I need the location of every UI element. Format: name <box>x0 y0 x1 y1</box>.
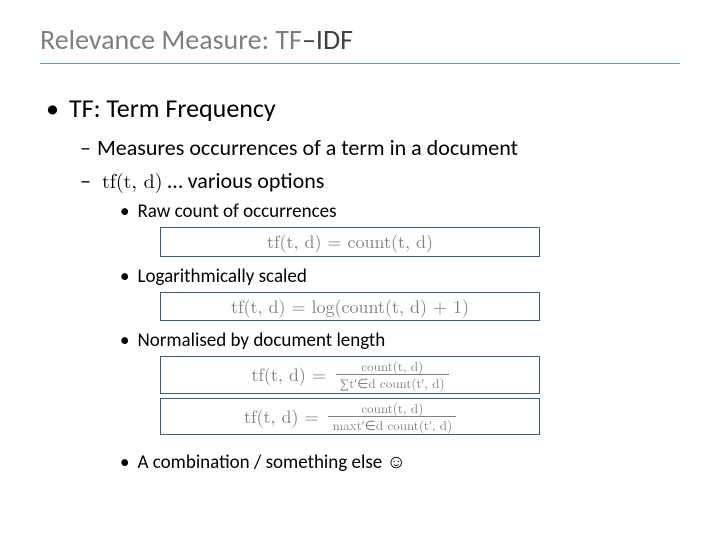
title-text: Relevance Measure: TF <box>40 22 302 57</box>
item-log-text: Logarithmically scaled <box>137 265 306 288</box>
bullet-icon: • <box>120 329 129 352</box>
formula-norm-sum: tf(t, d) = count(t, d) ∑t′∈d count(t′, d… <box>160 356 540 394</box>
heading-text: TF: Term Frequency <box>69 92 276 124</box>
item-raw-text: Raw count of occurrences <box>137 200 336 223</box>
dash-icon: – <box>80 134 91 161</box>
item-norm-text: Normalised by document length <box>137 329 385 352</box>
sub1-text: Measures occurrences of a term in a docu… <box>97 134 518 161</box>
bullet-icon: • <box>120 200 129 223</box>
formula-log: tf(t, d) = log(count(t, d) + 1) <box>160 292 540 322</box>
formula-norm-max: tf(t, d) = count(t, d) maxt′∈d count(t′,… <box>160 398 540 436</box>
fraction-icon: count(t, d) maxt′∈d count(t′, d) <box>328 401 456 433</box>
item-norm: • Normalised by document length <box>120 329 680 352</box>
item-combo: • A combination / something else ☺ <box>120 451 680 474</box>
frac-bot: ∑t′∈d count(t′, d) <box>336 375 449 390</box>
frac-bot: maxt′∈d count(t′, d) <box>328 417 456 432</box>
sub-measures: –Measures occurrences of a term in a doc… <box>80 134 680 161</box>
tf-math: tf(t, d) <box>102 165 163 194</box>
formula-norm1-left: tf(t, d) = <box>251 364 326 386</box>
bullet-icon: • <box>120 265 129 288</box>
bullet-icon: • <box>46 92 59 124</box>
title-em: –IDF <box>302 22 353 57</box>
formula-norm2-left: tf(t, d) = <box>244 406 319 428</box>
heading-tf: • TF: Term Frequency <box>46 92 680 124</box>
item-combo-text: A combination / something else ☺ <box>137 451 405 474</box>
formula-raw: tf(t, d) = count(t, d) <box>160 227 540 257</box>
item-raw-count: • Raw count of occurrences <box>120 200 680 223</box>
fraction-icon: count(t, d) ∑t′∈d count(t′, d) <box>336 359 449 391</box>
sub2-tail: … various options <box>163 167 325 194</box>
dash-icon: – <box>80 167 91 194</box>
bullet-icon: • <box>120 451 129 474</box>
sub-tf-options: – tf(t, d) … various options <box>80 165 680 194</box>
item-log: • Logarithmically scaled <box>120 265 680 288</box>
slide-title: Relevance Measure: TF–IDF <box>40 22 680 64</box>
